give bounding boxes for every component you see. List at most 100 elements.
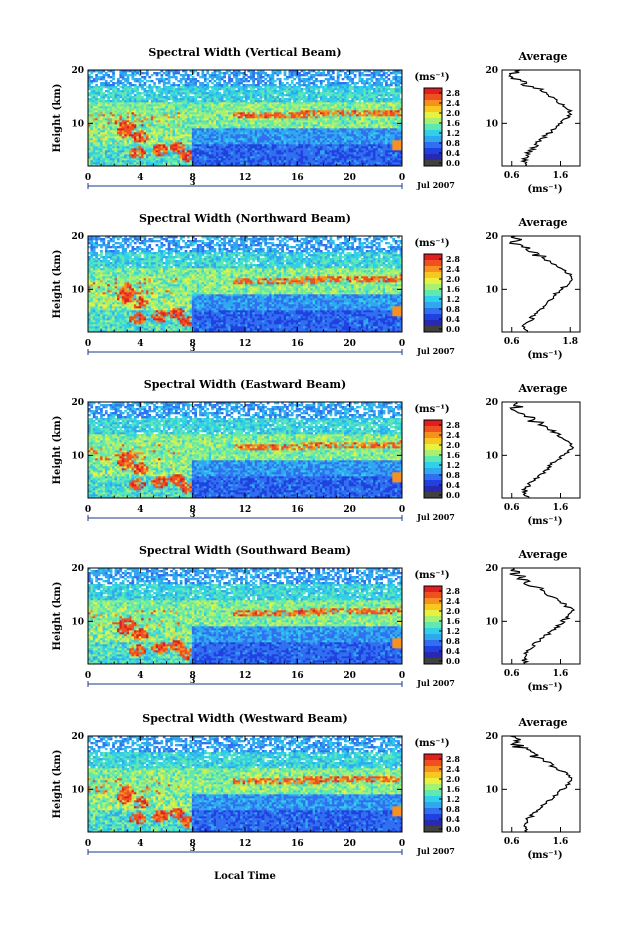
heatmap-cell: [315, 88, 318, 90]
heatmap-cell: [286, 102, 289, 104]
heatmap-cell: [136, 108, 139, 110]
heatmap-cell: [95, 118, 98, 120]
heatmap-cell: [380, 132, 383, 134]
heatmap-cell: [363, 146, 366, 148]
heatmap-cell: [141, 128, 144, 130]
heatmap-cell: [320, 102, 323, 104]
heatmap-cell: [298, 138, 301, 140]
heatmap-cell: [325, 140, 328, 142]
heatmap-cell: [334, 96, 337, 98]
heatmap-cell: [385, 102, 388, 104]
heatmap-cell: [163, 140, 166, 142]
heatmap-cell: [281, 156, 284, 158]
heatmap-cell: [303, 100, 306, 102]
heatmap-cell: [124, 108, 127, 110]
heatmap-cell: [288, 114, 291, 116]
heatmap-cell: [127, 106, 130, 108]
heatmap-cell: [380, 138, 383, 140]
heatmap-cell: [315, 162, 318, 164]
heatmap-cell: [317, 124, 320, 126]
heatmap-cell: [293, 138, 296, 140]
heatmap-cells: [88, 70, 402, 166]
heatmap-cell: [175, 102, 178, 104]
heatmap-cell: [189, 122, 192, 124]
heatmap-cell: [325, 90, 328, 92]
heatmap-cell: [231, 140, 234, 142]
heatmap-cell: [337, 152, 340, 154]
heatmap-cell: [214, 152, 217, 154]
heatmap-cell: [310, 158, 313, 160]
heatmap-cell: [252, 134, 255, 136]
heatmap-cell: [322, 136, 325, 138]
heatmap-cell: [218, 120, 221, 122]
heatmap-cell: [291, 92, 294, 94]
heatmap-cell: [221, 104, 224, 106]
heatmap-cell: [240, 156, 243, 158]
heatmap-cell: [284, 110, 287, 112]
heatmap-cell: [356, 150, 359, 152]
heatmap-cell: [250, 90, 253, 92]
heatmap-cell: [218, 134, 221, 136]
heatmap-cell: [194, 116, 197, 118]
heatmap-cell: [284, 100, 287, 102]
heatmap-cell: [356, 124, 359, 126]
heatmap-cell: [105, 124, 108, 126]
heatmap-cell: [286, 104, 289, 106]
heatmap-cell: [313, 120, 316, 122]
heatmap-cell: [286, 132, 289, 134]
heatmap-cell: [170, 126, 173, 128]
heatmap-cell: [325, 108, 328, 110]
heatmap-cell: [245, 94, 248, 96]
heatmap-cell: [339, 114, 342, 116]
heatmap-cell: [98, 148, 101, 150]
heatmap-cell: [211, 128, 214, 130]
heatmap-cell: [240, 146, 243, 148]
heatmap-cell: [356, 156, 359, 158]
heatmap-cell: [327, 160, 330, 162]
heatmap-cell: [238, 136, 241, 138]
heatmap-cell: [346, 98, 349, 100]
heatmap-cell: [148, 148, 151, 150]
heatmap-cell: [187, 96, 190, 98]
heatmap-cell: [250, 122, 253, 124]
heatmap-cell: [368, 124, 371, 126]
heatmap-cell: [214, 130, 217, 132]
heatmap-cell: [332, 114, 335, 116]
heatmap-cell: [146, 152, 149, 154]
heatmap-cell: [272, 128, 275, 130]
heatmap-cell: [395, 146, 398, 148]
heatmap-cell: [337, 92, 340, 94]
heatmap-cell: [238, 114, 241, 116]
heatmap-cell: [117, 130, 120, 132]
heatmap-cell: [366, 140, 369, 142]
heatmap-cell: [284, 118, 287, 120]
heatmap-cell: [146, 142, 149, 144]
heatmap-cell: [168, 132, 171, 134]
heatmap-cell: [371, 116, 374, 118]
heatmap-cell: [192, 140, 195, 142]
heatmap-cell: [269, 112, 272, 114]
heatmap-cell: [238, 134, 241, 136]
heatmap-cell: [337, 162, 340, 164]
heatmap-cell: [170, 160, 173, 162]
heatmap-cell: [139, 92, 142, 94]
heatmap-cell: [363, 130, 366, 132]
heatmap-cell: [144, 120, 147, 122]
heatmap-cell: [375, 130, 378, 132]
heatmap-cell: [378, 142, 381, 144]
heatmap-cell: [392, 116, 395, 118]
heatmap-cell: [110, 94, 113, 96]
heatmap-cell: [288, 140, 291, 142]
heatmap-cell: [257, 116, 260, 118]
heatmap-cell: [90, 102, 93, 104]
heatmap-cell: [160, 90, 163, 92]
heatmap-cell: [383, 106, 386, 108]
heatmap-cell: [187, 132, 190, 134]
heatmap-cell: [276, 92, 279, 94]
heatmap-cell: [264, 92, 267, 94]
heatmap-cell: [390, 106, 393, 108]
heatmap-cell: [206, 116, 209, 118]
heatmap-cell: [252, 98, 255, 100]
heatmap-cell: [349, 104, 352, 106]
heatmap-cell: [90, 120, 93, 122]
